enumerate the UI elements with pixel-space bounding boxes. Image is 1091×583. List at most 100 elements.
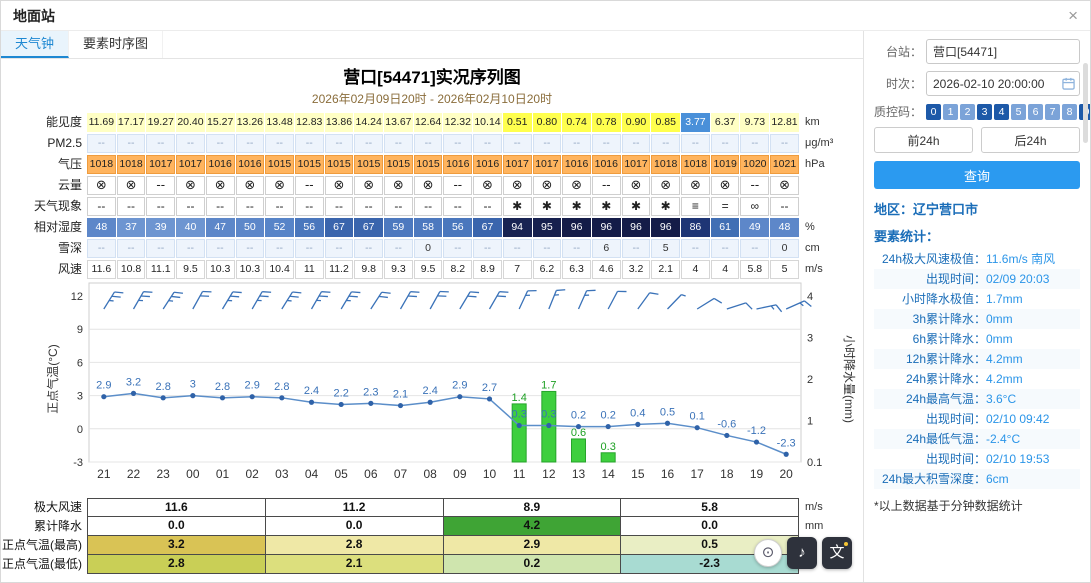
tab-element-timeseries[interactable]: 要素时序图 <box>69 31 164 58</box>
wind-barb <box>251 291 272 310</box>
obs-row-cells: 11.6 10.8 11.1 9.5 10.3 10.3 10.4 11 11.2 9.8 9.3 9… <box>87 259 799 280</box>
calendar-icon[interactable] <box>1062 77 1075 90</box>
obs-row-label: 能见度 <box>45 115 82 129</box>
x-tick: 12 <box>542 467 556 481</box>
ime-icon[interactable]: 文 <box>822 537 852 569</box>
x-tick: 18 <box>720 467 734 481</box>
obs-cell: ⊗ <box>502 176 532 195</box>
obs-cell: ✱ <box>591 197 621 216</box>
station-input[interactable] <box>926 39 1080 64</box>
x-tick: 03 <box>275 467 289 481</box>
qc-code-8[interactable]: 8 <box>1062 103 1077 120</box>
temperature-point <box>664 420 671 426</box>
precip-label: 1.4 <box>512 392 527 404</box>
obs-cell: 15.27 <box>205 113 235 132</box>
stat-row: 6h累计降水： 0mm <box>874 329 1080 349</box>
obs-cell: 5 <box>770 260 799 279</box>
obs-cell: 10.14 <box>473 113 502 132</box>
obs-cell: -- <box>710 134 740 153</box>
summary-cell: 0.0 <box>265 517 444 536</box>
y-right-tick: 2 <box>807 374 813 386</box>
stat-label: 小时降水极值： <box>901 292 986 306</box>
music-icon[interactable]: ♪ <box>787 537 817 569</box>
wind-barb <box>399 291 420 310</box>
obs-cell: -- <box>205 197 235 216</box>
scrollbar-thumb[interactable] <box>1083 63 1088 143</box>
obs-cell: -- <box>413 197 443 216</box>
obs-row-wind: 风速 11.6 10.8 11.1 9.5 10.3 10.3 10.4 11 11.2 9.8 9.… <box>1 259 861 280</box>
wind-barb <box>340 291 361 310</box>
obs-cell: -- <box>265 197 294 216</box>
temperature-label: -1.2 <box>747 425 766 437</box>
obs-row-pres: 气压 1018 1018 1017 1017 1016 1016 1015 1015 1015 10… <box>1 154 861 175</box>
obs-cell: = <box>710 197 740 216</box>
obs-cell: 1016 <box>591 155 621 174</box>
obs-cell: 1018 <box>87 155 116 174</box>
obs-cell: ⊗ <box>770 176 799 195</box>
qc-code-7[interactable]: 7 <box>1045 103 1060 120</box>
obs-cell: -- <box>681 134 710 153</box>
prev-24h-button[interactable]: 前24h <box>874 127 973 153</box>
obs-cell: -- <box>443 134 473 153</box>
temperature-point <box>605 423 611 430</box>
obs-cell: 13.67 <box>384 113 413 132</box>
obs-cell: 9.8 <box>354 260 384 279</box>
x-tick: 02 <box>245 467 259 481</box>
obs-cell: -- <box>176 239 205 258</box>
obs-cell: -- <box>562 239 591 258</box>
query-button[interactable]: 查询 <box>874 161 1080 189</box>
y-left-tick: 9 <box>77 324 83 336</box>
obs-cell: 11 <box>294 260 324 279</box>
obs-cell: 1019 <box>710 155 740 174</box>
wind-barb <box>370 291 391 310</box>
obs-unit <box>799 175 857 196</box>
stat-label: 24h最大积雪深度： <box>881 472 986 486</box>
temperature-label: 0.2 <box>571 410 586 422</box>
temperature-point <box>516 422 522 429</box>
obs-cell: ⊗ <box>235 176 265 195</box>
qc-code-5[interactable]: 5 <box>1011 103 1026 120</box>
obs-cell: 67 <box>354 218 384 237</box>
obs-cell: 1016 <box>562 155 591 174</box>
obs-cell: 14.24 <box>354 113 384 132</box>
temperature-label: 2.9 <box>452 380 467 392</box>
temperature-point <box>486 396 493 402</box>
qc-code-0[interactable]: 0 <box>926 103 941 120</box>
obs-cell: 59 <box>384 218 413 237</box>
obs-cell: 9.5 <box>413 260 443 279</box>
obs-grid: 能见度 11.69 17.17 19.27 20.40 15.27 13.26 13.48 12… <box>1 112 861 280</box>
x-tick: 17 <box>690 467 704 481</box>
stat-label: 24h累计降水： <box>905 372 986 386</box>
temperature-point <box>635 421 641 427</box>
obs-cell: 86 <box>681 218 710 237</box>
next-24h-button[interactable]: 后24h <box>981 127 1080 153</box>
time-input[interactable] <box>926 71 1080 96</box>
wind-barb <box>637 292 659 310</box>
summary-table: 极大风速 11.6 11.2 8.9 5.8 m/s 累计降水 0.0 0.0 4.2 0.0 mm 正… <box>1 498 861 574</box>
y-left-tick: 3 <box>77 391 83 403</box>
qc-code-6[interactable]: 6 <box>1028 103 1043 120</box>
screen-record-icon[interactable]: ⊙ <box>754 539 782 567</box>
obs-cell: 13.48 <box>265 113 294 132</box>
obs-cell: 0.90 <box>621 113 651 132</box>
obs-cell: -- <box>443 239 473 258</box>
obs-cell: -- <box>116 239 146 258</box>
wind-barb <box>518 289 537 310</box>
close-icon[interactable]: × <box>1068 6 1078 25</box>
obs-cell: 11.69 <box>87 113 116 132</box>
obs-cell: -- <box>651 134 681 153</box>
temperature-point <box>368 400 374 406</box>
qc-code-2[interactable]: 2 <box>960 103 975 120</box>
obs-cell: -- <box>413 134 443 153</box>
obs-cell: ⊗ <box>205 176 235 195</box>
summary-cell: 8.9 <box>443 499 622 517</box>
obs-cell: 67 <box>473 218 502 237</box>
obs-row-cells: 11.69 17.17 19.27 20.40 15.27 13.26 13.48 12.83… <box>87 112 799 133</box>
qc-code-3[interactable]: 3 <box>977 103 992 120</box>
obs-cell: 10.3 <box>235 260 265 279</box>
tab-weather-clock[interactable]: 天气钟 <box>1 31 70 58</box>
qc-code-1[interactable]: 1 <box>943 103 958 120</box>
qc-code-4[interactable]: 4 <box>994 103 1009 120</box>
stats-list: 24h极大风速极值： 11.6m/s 南风 出现时间： 02/09 20:03 小时降水… <box>874 249 1080 489</box>
stat-value: 4.2mm <box>986 352 1023 366</box>
